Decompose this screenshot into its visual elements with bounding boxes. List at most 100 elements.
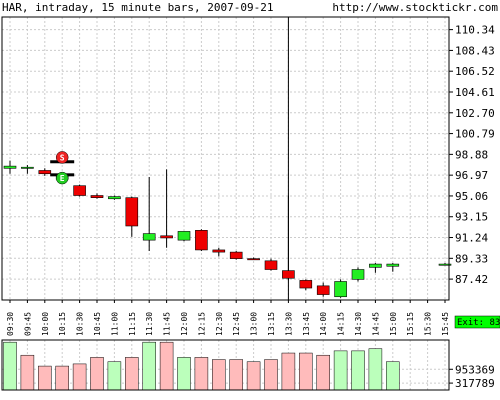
candle-body (386, 263, 400, 267)
volume-bar (125, 357, 139, 391)
y-tick-label: 106.52 (455, 65, 495, 78)
candle-body (73, 185, 86, 196)
x-tick-label: 15:15 (406, 312, 415, 336)
signal-label: S (60, 153, 65, 162)
signal-marker (55, 151, 69, 164)
candle-body (316, 285, 330, 295)
volume-bar (107, 361, 122, 391)
volume-bar (264, 359, 278, 391)
source-url[interactable]: http://www.stocktickr.com (332, 1, 498, 14)
y-tick-label: 87.42 (455, 273, 488, 286)
x-tick-label: 10:15 (58, 312, 67, 336)
volume-bar (368, 348, 383, 391)
y-tick-label: 98.88 (455, 148, 488, 161)
price-panel-frame (1, 16, 450, 301)
volume-bar (386, 361, 400, 391)
signal-marker (55, 171, 69, 185)
price-grid (2, 17, 449, 300)
candle-body (90, 195, 104, 198)
volume-plot (3, 341, 400, 391)
volume-bar (20, 354, 35, 391)
y-tick-label: 89.33 (455, 252, 488, 265)
x-tick-label: 13:15 (267, 312, 276, 336)
volume-bar (229, 359, 243, 391)
x-tick-label: 11:30 (145, 312, 154, 336)
volume-bar (177, 357, 191, 391)
x-tick-label: 13:30 (284, 312, 293, 336)
candle-body (177, 231, 191, 241)
volume-bar (55, 365, 69, 391)
candle-body (21, 166, 34, 169)
candle-body (3, 165, 17, 169)
volume-tick-label: 317789 (455, 377, 495, 390)
volume-bar (3, 341, 17, 391)
x-tick-label: 14:30 (354, 312, 363, 336)
candle-body (142, 233, 156, 241)
chart-title: HAR, intraday, 15 minute bars, 2007-09-2… (2, 1, 274, 14)
x-tick-label: 09:45 (23, 312, 32, 336)
x-tick-label: 15:45 (441, 312, 450, 336)
x-tick-label: 11:15 (128, 312, 137, 336)
volume-tick-label: 953369 (455, 363, 495, 376)
x-tick-label: 11:45 (163, 312, 172, 336)
exit-badge-label: Exit: 83. (457, 318, 500, 328)
candle-body (108, 196, 121, 200)
volume-bar (299, 352, 313, 391)
candle-body (160, 235, 173, 239)
y-tick-label: 95.06 (455, 190, 488, 203)
x-tick-label: 12:45 (232, 312, 241, 336)
x-tick-label: 13:00 (250, 312, 259, 336)
volume-panel-frame (1, 339, 450, 391)
volume-bar (316, 354, 330, 391)
volume-bar (142, 341, 156, 391)
candle-body (264, 260, 278, 270)
x-tick-label: 10:45 (93, 312, 102, 336)
volume-bar (333, 350, 348, 391)
candle-body (247, 258, 260, 261)
volume-bar (281, 352, 296, 391)
y-tick-label: 102.70 (455, 107, 495, 120)
candle-body (229, 251, 243, 259)
candle-body (282, 270, 295, 279)
volume-bar (246, 361, 261, 391)
volume-bar (38, 365, 52, 391)
y-tick-label: 100.79 (455, 128, 495, 141)
exit-badge-box (454, 315, 500, 329)
candle-body (195, 230, 208, 251)
y-tick-label: 96.97 (455, 169, 488, 182)
x-tick-label: 13:45 (302, 312, 311, 336)
signal-label: E (60, 174, 65, 183)
candle-body (38, 170, 52, 175)
x-tick-label: 12:30 (215, 312, 224, 336)
time-x-axis: 09:30 09:45 10:00 10:15 10:30 10:45 11:00 11:15… (6, 300, 450, 336)
y-tick-label: 108.43 (455, 44, 495, 57)
price-plot: SE (3, 17, 452, 300)
candle-body (125, 197, 139, 227)
exit-badge: Exit: 83. (454, 315, 500, 329)
x-tick-label: 14:00 (319, 312, 328, 336)
candle-body (299, 280, 313, 289)
x-tick-label: 14:45 (371, 312, 380, 336)
y-tick-label: 91.24 (455, 232, 488, 245)
x-tick-label: 12:00 (180, 312, 189, 336)
volume-bar (212, 359, 226, 391)
x-tick-label: 10:30 (76, 312, 85, 336)
x-tick-label: 15:30 (424, 312, 433, 336)
y-tick-label: 110.34 (455, 24, 495, 37)
candle-body (369, 263, 382, 268)
candle-body (334, 281, 347, 298)
y-tick-label: 104.61 (455, 86, 495, 99)
x-tick-label: 09:30 (6, 312, 15, 336)
y-tick-label: 93.15 (455, 211, 488, 224)
price-y-axis: 110.34 108.43 106.52 104.61 102.70 100.79 98.8… (449, 24, 495, 286)
candle-body (438, 263, 452, 266)
x-tick-label: 15:00 (389, 312, 398, 336)
x-tick-label: 11:00 (110, 312, 119, 336)
candle-body (351, 269, 365, 280)
x-tick-label: 12:15 (197, 312, 206, 336)
volume-bar (194, 357, 209, 391)
x-tick-label: 14:15 (337, 312, 346, 336)
